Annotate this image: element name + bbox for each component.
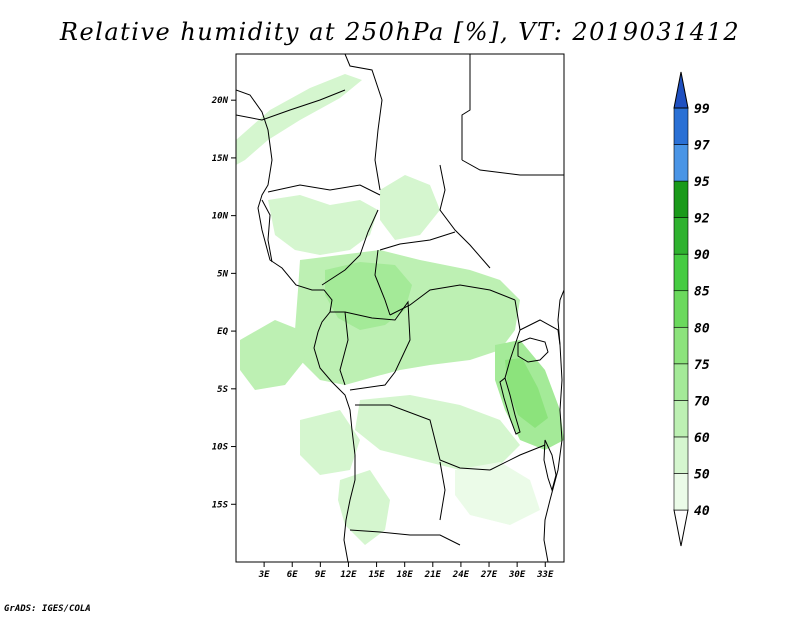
lon-tick-label: 18E [397,570,414,580]
border-zambia-tanzania [489,444,546,471]
colorbar-label: 40 [694,504,710,519]
lake-malawi [543,439,557,492]
border-drc-east [504,299,521,379]
lat-tick-label: 10N [212,212,229,222]
lake-tanganyika [499,377,521,435]
colorbar-label: 80 [694,321,710,336]
colorbar-segment [673,436,689,474]
colorbar-label: 85 [694,285,710,300]
lon-tick-label: 9E [315,570,326,580]
colorbar-segment [673,473,689,511]
lon-tick-label: 21E [424,570,442,580]
lon-tick-label: 12E [340,570,357,580]
border-west-ghana [261,199,273,263]
lon-tick-label: 27E [480,570,498,580]
border-car-drc [389,284,516,316]
colorbar-label: 97 [694,139,710,154]
colorbar-segment [673,400,689,438]
border-congo-drc [344,300,411,391]
border-chad-car [379,231,456,251]
coastline-borders [236,54,564,562]
colorbar-segment [673,253,689,292]
humidity-area-chad [380,175,440,240]
lat-tick-label: 10S [212,443,229,453]
colorbar: 40 50 60 70 75 80 85 90 92 95 97 99 [673,71,710,547]
humidity-area-angola [300,410,360,475]
colorbar-label: 70 [694,394,710,409]
colorbar-segment [673,290,689,328]
colorbar-segment [673,363,689,401]
lon-tick-label: 15E [368,570,385,580]
footer-credit: GrADS: IGES/COLA [4,604,91,614]
humidity-area-rift-core [505,358,548,428]
colorbar-segment [673,144,689,182]
border-drc-angola [355,404,491,471]
colorbar-label: 60 [694,431,710,446]
lat-tick-label: 15S [212,500,229,510]
colorbar-label: 90 [694,248,710,263]
humidity-shading [236,74,564,545]
border-chad-sudan [439,164,491,269]
lake-victoria [517,337,549,363]
border-uganda-kenya [519,319,561,346]
coastline-west-africa [236,89,356,562]
lon-tick-label: 6E [287,570,298,580]
lon-tick-label: 30E [508,570,526,580]
border-mali-niger [236,89,346,121]
colorbar-segment [673,326,689,365]
colorbar-segment [673,217,689,255]
colorbar-label: 50 [694,467,710,482]
lat-axis: 20N 15N 10N 5N EQ 5S 10S 15S [211,96,236,510]
humidity-area-gabon [240,320,305,390]
lat-tick-label: 20N [211,96,229,106]
border-angola-namibia [349,529,461,546]
border-nigeria-cameroon [321,209,379,286]
lat-tick-label: 5N [217,269,228,279]
border-cameroon-car [374,249,391,316]
lon-tick-label: 33E [536,570,554,580]
coastline-east-africa [543,289,564,562]
colorbar-label: 92 [694,212,710,227]
border-libya-egypt [461,54,471,160]
colorbar-segment [673,180,689,218]
plot-title: Relative humidity at 250hPa [%], VT: 201… [59,18,741,46]
border-niger-nigeria [267,184,381,196]
lon-axis: 3E 6E 9E 12E 15E 18E 21E 24E 27E 30E 33E [258,562,554,580]
border-gabon-congo [330,311,349,386]
border-algeria-niger [344,54,383,191]
lat-tick-label: EQ [217,327,228,337]
colorbar-label: 95 [694,175,710,190]
colorbar-segment [673,509,689,547]
humidity-area-namibia [338,470,390,545]
colorbar-segment [673,107,689,145]
lon-tick-label: 3E [258,570,270,580]
humidity-area-zambia [455,462,540,525]
map-frame [235,53,565,563]
humidity-area-nigeria [268,195,378,255]
border-angola-zambia [439,461,446,521]
lat-tick-label: 15N [212,154,229,164]
colorbar-segment [673,71,689,109]
border-sudan-egypt [461,159,564,176]
humidity-area-central-core [325,262,412,330]
humidity-area-south-congo [355,395,520,470]
lat-tick-label: 5S [217,385,228,395]
colorbar-label: 75 [694,358,710,373]
colorbar-label: 99 [694,102,710,117]
humidity-area-north [236,74,362,165]
lon-tick-label: 24E [452,570,470,580]
